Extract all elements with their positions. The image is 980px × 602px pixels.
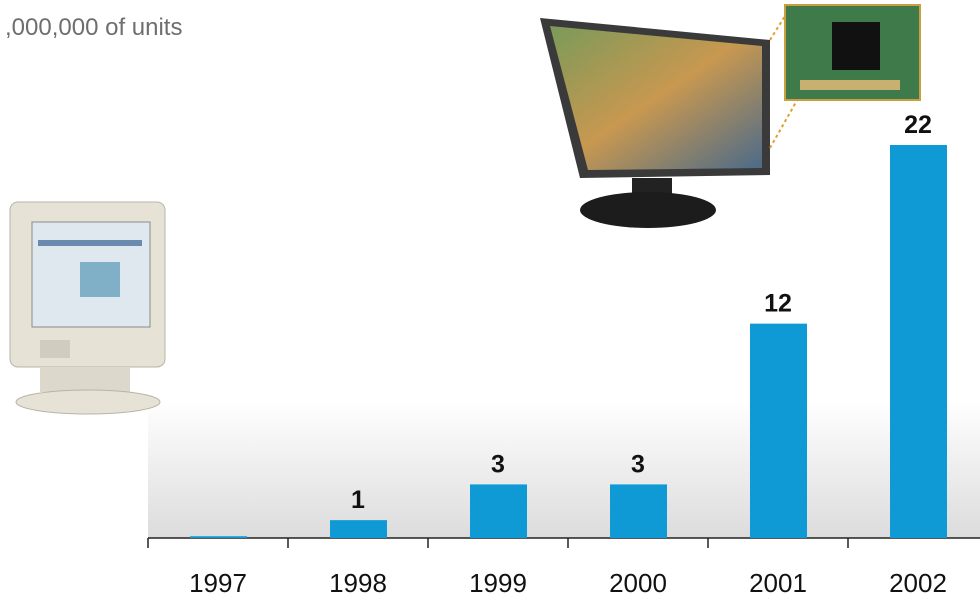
old-monitor-illustration xyxy=(9,201,166,415)
bar xyxy=(750,323,807,538)
x-tick-label: 2000 xyxy=(609,568,667,598)
x-tick-label: 2002 xyxy=(889,568,947,598)
bar xyxy=(190,536,247,538)
x-tick-label: 1998 xyxy=(329,568,387,598)
bar xyxy=(330,520,387,538)
chart-title: ,000,000 of units xyxy=(5,14,182,41)
value-label: 12 xyxy=(764,290,792,318)
value-label: 22 xyxy=(904,111,932,139)
x-tick-label: 1999 xyxy=(469,568,527,598)
value-label: 3 xyxy=(491,450,505,478)
x-tick-label: 1997 xyxy=(189,568,247,598)
value-label: 1 xyxy=(351,486,365,514)
plot-background xyxy=(148,400,980,538)
x-tick-label: 2001 xyxy=(749,568,807,598)
value-label: 3 xyxy=(631,450,645,478)
bar xyxy=(890,145,947,538)
bar xyxy=(470,484,527,538)
bar xyxy=(610,484,667,538)
lcd-monitor-illustration xyxy=(540,4,921,228)
